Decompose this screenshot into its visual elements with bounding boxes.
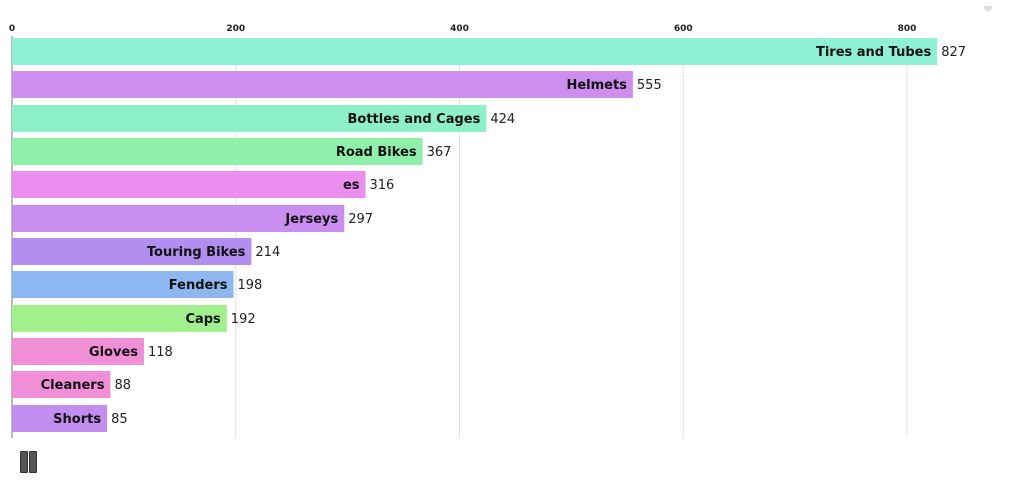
bar-label: Cleaners — [41, 378, 105, 393]
bar-label: es — [343, 178, 360, 193]
bar-label: Road Bikes — [336, 145, 417, 160]
bar — [12, 205, 345, 232]
bar-value: 424 — [490, 112, 515, 127]
x-tick-label: 0 — [9, 24, 15, 34]
bar — [12, 405, 108, 432]
x-tick-label: 800 — [898, 24, 917, 34]
bar — [12, 138, 423, 165]
bar-value: 88 — [114, 378, 131, 393]
bar-value: 85 — [111, 412, 128, 427]
x-tick-label: 400 — [450, 24, 469, 34]
bar-label: Gloves — [89, 345, 138, 360]
bar-label: Tires and Tubes — [816, 45, 931, 60]
bar-label: Fenders — [169, 278, 228, 293]
bar-value: 297 — [348, 212, 373, 227]
menu-icon[interactable] — [984, 6, 992, 11]
bar-label: Bottles and Cages — [348, 112, 481, 127]
bar-value: 555 — [637, 78, 662, 93]
bar — [12, 305, 227, 332]
bar-label: Jerseys — [284, 212, 338, 227]
bar-value: 827 — [941, 45, 966, 60]
bar — [12, 238, 252, 265]
bar-value: 198 — [238, 278, 263, 293]
bar-label: Caps — [185, 312, 221, 327]
bar-value: 316 — [370, 178, 395, 193]
pause-icon — [29, 451, 37, 473]
pause-icon — [20, 451, 28, 473]
bar-value: 118 — [148, 345, 173, 360]
bar-label: Shorts — [53, 412, 101, 427]
bar — [12, 371, 111, 398]
bar — [12, 171, 366, 198]
bar-label: Helmets — [566, 78, 627, 93]
bar-value: 367 — [427, 145, 452, 160]
pause-button[interactable] — [20, 451, 38, 473]
bar — [12, 38, 938, 65]
bar — [12, 338, 145, 365]
bar — [12, 71, 633, 98]
bar-value: 192 — [231, 312, 256, 327]
x-tick-label: 600 — [674, 24, 693, 34]
bar — [12, 271, 234, 298]
bar-label: Touring Bikes — [147, 245, 246, 260]
bar — [12, 105, 487, 132]
bar-value: 214 — [255, 245, 280, 260]
x-tick-label: 200 — [226, 24, 245, 34]
